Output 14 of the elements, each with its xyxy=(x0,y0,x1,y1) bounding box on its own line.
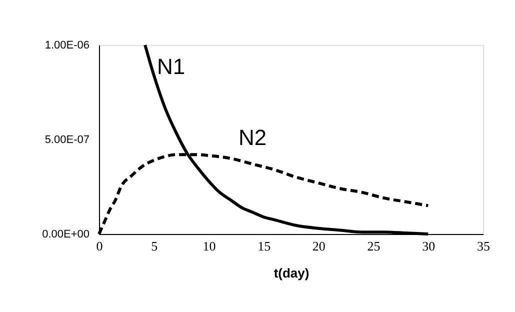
x-tick-label: 20 xyxy=(312,238,326,254)
x-tick-label: 35 xyxy=(477,238,490,254)
series-label: N1 xyxy=(157,54,186,79)
y-tick-label: 0.00E+00 xyxy=(42,228,90,240)
x-tick-label: 10 xyxy=(202,238,216,254)
x-tick-label: 30 xyxy=(422,238,436,254)
x-tick-label: 0 xyxy=(96,238,103,254)
x-tick-label: 5 xyxy=(151,238,158,254)
x-tick-label: 25 xyxy=(367,238,380,254)
x-tick-label: 15 xyxy=(258,238,271,254)
y-tick-label: 5.00E-07 xyxy=(44,134,90,146)
y-tick-label: 1.00E-06 xyxy=(44,40,90,52)
x-axis-title: t(day) xyxy=(274,266,310,280)
series-label: N2 xyxy=(238,125,267,150)
